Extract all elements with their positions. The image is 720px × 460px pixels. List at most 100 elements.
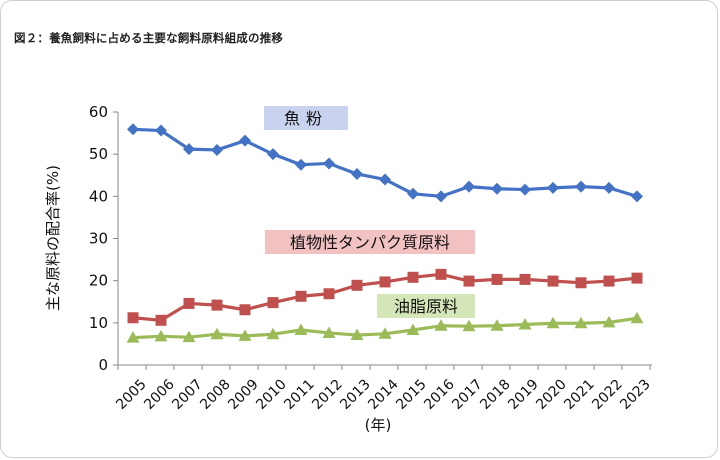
x-tick-label: 2006 (141, 376, 178, 413)
data-point-diamond (407, 187, 419, 200)
series-label: 油脂原料 (394, 297, 458, 316)
x-tick-label: 2010 (253, 376, 290, 413)
data-point-triangle (294, 323, 308, 336)
x-tick-label: 2016 (421, 376, 458, 413)
data-point-triangle (574, 316, 588, 329)
data-point-triangle (266, 327, 280, 340)
data-point-diamond (463, 180, 475, 193)
data-point-square (239, 304, 251, 316)
data-point-triangle (154, 329, 168, 342)
data-point-triangle (602, 315, 616, 328)
data-point-triangle (490, 319, 504, 331)
data-point-square (435, 268, 447, 280)
y-tick-label: 20 (89, 272, 108, 290)
series-label: 魚粉 (284, 109, 328, 128)
data-point-triangle (322, 326, 336, 338)
data-point-diamond (631, 190, 643, 203)
x-tick-label: 2009 (225, 376, 262, 413)
x-tick-label: 2013 (337, 376, 374, 413)
data-point-diamond (547, 181, 559, 194)
data-point-triangle (434, 319, 448, 331)
x-axis: 2005200620072008200920102011201220132014… (113, 364, 654, 413)
data-point-square (547, 275, 559, 287)
series-area (126, 123, 644, 343)
x-tick-label: 2015 (393, 376, 430, 413)
series-label: 植物性タンパク質原料 (290, 233, 450, 252)
data-point-triangle (462, 319, 476, 332)
data-point-triangle (126, 331, 140, 343)
series-2 (127, 268, 643, 326)
x-tick-label: 2019 (505, 376, 542, 413)
data-point-diamond (519, 183, 531, 196)
x-axis-title: (年) (365, 416, 392, 434)
x-tick-label: 2018 (477, 376, 514, 413)
series-3 (126, 311, 644, 343)
data-point-square (407, 271, 419, 283)
series-label-box (264, 106, 348, 130)
data-point-triangle (182, 330, 196, 343)
x-tick-label: 2011 (281, 376, 318, 413)
data-point-diamond (211, 143, 223, 156)
data-point-diamond (379, 173, 391, 186)
y-tick-label: 0 (98, 356, 108, 374)
x-tick-label: 2012 (309, 376, 346, 413)
y-axis-title: 主な原料の配合率(%) (44, 165, 62, 311)
x-tick-label: 2020 (533, 376, 570, 413)
data-point-diamond (239, 134, 251, 147)
data-point-triangle (378, 327, 392, 339)
data-point-diamond (603, 181, 615, 194)
data-point-diamond (183, 143, 195, 156)
data-point-triangle (350, 328, 364, 341)
x-tick-label: 2008 (197, 376, 234, 413)
data-point-diamond (575, 180, 587, 193)
x-tick-label: 2023 (617, 376, 654, 413)
series-1 (127, 123, 643, 203)
y-tick-label: 50 (89, 145, 108, 163)
y-tick-label: 40 (89, 187, 108, 205)
data-point-square (603, 275, 615, 287)
data-point-square (351, 279, 363, 291)
x-tick-label: 2022 (589, 376, 626, 413)
data-point-square (183, 297, 195, 309)
data-point-square (295, 290, 307, 302)
y-tick-label: 30 (89, 230, 108, 248)
y-tick-label: 10 (89, 314, 108, 332)
data-point-diamond (267, 148, 279, 161)
data-point-diamond (295, 158, 307, 171)
y-tick-label: 60 (89, 103, 108, 121)
data-point-triangle (238, 329, 252, 341)
data-point-square (519, 273, 531, 285)
data-point-diamond (351, 167, 363, 180)
data-point-diamond (323, 157, 335, 170)
data-point-square (463, 275, 475, 287)
x-tick-label: 2007 (169, 376, 206, 413)
data-point-square (155, 314, 167, 326)
data-point-square (267, 297, 279, 309)
data-point-triangle (546, 316, 560, 329)
data-point-triangle (630, 311, 644, 324)
data-point-square (127, 312, 139, 324)
data-point-square (575, 277, 587, 289)
data-point-triangle (406, 323, 420, 336)
data-point-square (323, 288, 335, 300)
x-tick-label: 2021 (561, 376, 598, 413)
data-point-square (631, 272, 643, 284)
figure-title: 図２：養魚飼料に占める主要な飼料原料組成の推移 (14, 31, 284, 45)
data-point-diamond (491, 182, 503, 195)
data-point-diamond (435, 190, 447, 203)
series-line (132, 127, 638, 198)
data-point-diamond (155, 124, 167, 137)
x-tick-label: 2005 (113, 376, 150, 413)
data-point-square (379, 276, 391, 288)
data-point-triangle (210, 327, 224, 340)
series-label-box (265, 230, 475, 254)
data-point-triangle (518, 318, 532, 330)
data-point-square (211, 299, 223, 311)
y-axis: 0 10 20 30 40 50 60 (89, 103, 119, 374)
data-point-diamond (127, 123, 139, 136)
data-point-square (491, 273, 503, 285)
x-tick-label: 2014 (365, 376, 402, 413)
